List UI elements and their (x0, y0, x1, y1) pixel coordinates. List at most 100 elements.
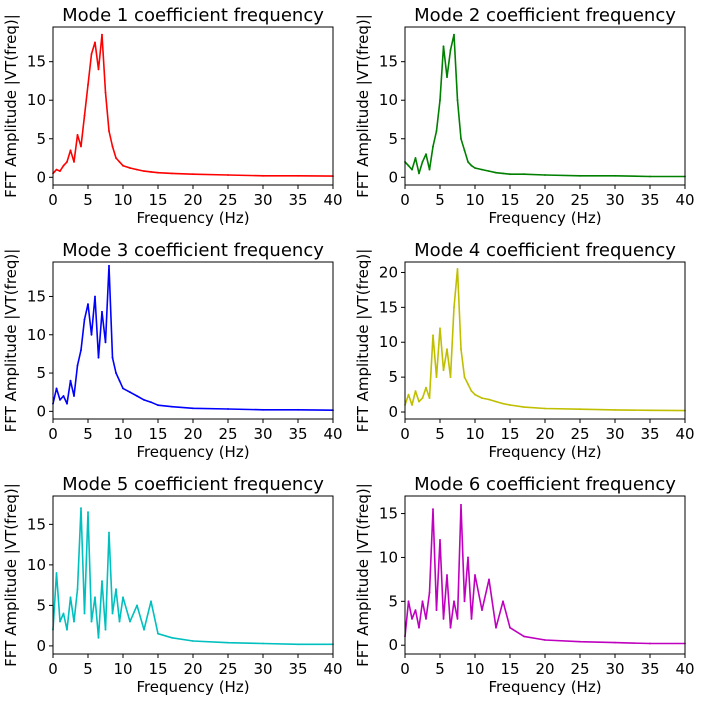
data-point (122, 596, 124, 599)
data-point (90, 53, 93, 55)
x-tick-label: 30 (605, 660, 624, 678)
data-point (502, 172, 504, 175)
data-point (544, 407, 546, 410)
x-tick-label: 40 (323, 425, 342, 443)
data-point (411, 168, 413, 171)
series-line (52, 33, 334, 177)
x-axis-label: Frequency (Hz) (136, 443, 249, 461)
y-tick-label: 15 (27, 53, 46, 71)
data-point (474, 393, 476, 396)
y-axis-label: FFT Amplitude |VT(freq)| (354, 249, 372, 433)
y-axis-label: FFT Amplitude |VT(freq)| (354, 14, 372, 198)
chart-title: Mode 3 coefficient frequency (62, 240, 324, 261)
plot-frame (404, 261, 686, 420)
data-point (509, 404, 511, 406)
data-point (614, 409, 616, 411)
data-point (171, 405, 173, 408)
data-point (76, 588, 79, 591)
data-point (122, 387, 124, 390)
y-tick-label: 0 (36, 637, 46, 655)
data-point (69, 596, 72, 599)
data-point (470, 618, 473, 620)
data-point (481, 609, 483, 611)
x-tick-label: 10 (465, 425, 484, 443)
x-tick-label: 20 (183, 191, 202, 209)
data-point (488, 578, 490, 581)
data-point (115, 157, 117, 159)
data-point (407, 164, 410, 167)
y-tick-label: 0 (388, 168, 398, 186)
x-tick-label: 20 (535, 660, 554, 678)
data-point (456, 99, 459, 102)
chart-title: Mode 5 coefficient frequency (62, 474, 324, 495)
x-tick-label: 5 (435, 191, 445, 209)
data-point (76, 364, 79, 367)
data-point (523, 635, 525, 638)
data-point (262, 174, 264, 177)
x-tick-label: 30 (253, 191, 272, 209)
data-point (143, 399, 145, 401)
series-line (52, 507, 333, 646)
y-tick-label: 5 (388, 368, 398, 386)
data-point (101, 310, 103, 313)
x-tick-label: 35 (288, 191, 307, 209)
data-point (108, 264, 110, 267)
data-point (432, 145, 434, 148)
data-point (262, 408, 264, 411)
y-tick-label: 10 (379, 333, 398, 351)
x-tick-label: 15 (500, 191, 519, 209)
data-point (297, 643, 299, 646)
data-point (59, 399, 61, 401)
data-point (262, 642, 264, 645)
data-point (614, 641, 616, 644)
data-point (425, 618, 427, 620)
x-tick-label: 40 (675, 660, 694, 678)
x-tick-label: 15 (148, 191, 167, 209)
data-point (171, 172, 173, 175)
data-point (442, 45, 445, 48)
x-tick-label: 20 (183, 425, 202, 443)
data-point (80, 145, 82, 148)
x-tick-label: 15 (500, 660, 519, 678)
chart-panel-6: 0 5 10 15 20 25 30 35 40 0 5 10 15 Mode 6 coefficient… (354, 474, 695, 696)
x-tick-label: 5 (83, 660, 93, 678)
data-point (435, 376, 438, 378)
y-tick-label: 5 (36, 130, 46, 148)
data-point (418, 626, 420, 629)
data-point (509, 626, 511, 629)
data-point (414, 390, 417, 392)
x-tick-label: 0 (400, 660, 410, 678)
data-point (453, 306, 455, 309)
x-tick-label: 40 (323, 660, 342, 678)
data-point (446, 348, 448, 351)
data-point (649, 409, 651, 412)
data-point (523, 173, 525, 176)
data-point (90, 620, 93, 623)
x-tick-label: 25 (218, 425, 237, 443)
chart-title: Mode 1 coefficient frequency (62, 5, 324, 26)
data-point (456, 268, 459, 270)
plot-frame (52, 261, 334, 420)
data-point (136, 395, 138, 397)
x-tick-label: 0 (48, 191, 58, 209)
data-point (579, 174, 581, 177)
data-point (495, 400, 497, 403)
data-point (108, 130, 110, 132)
x-tick-label: 25 (570, 660, 589, 678)
data-point (453, 33, 455, 36)
data-point (83, 114, 86, 117)
data-point (432, 508, 434, 511)
chart-title: Mode 2 coefficient frequency (414, 5, 676, 26)
data-point (157, 171, 159, 174)
data-point (111, 356, 114, 359)
data-point (104, 628, 107, 631)
series-line (52, 264, 334, 411)
data-point (97, 356, 100, 359)
data-point (463, 376, 466, 378)
data-point (488, 170, 490, 173)
data-point (192, 640, 194, 642)
x-tick-label: 0 (48, 425, 58, 443)
x-tick-label: 20 (535, 425, 554, 443)
data-point (407, 393, 410, 396)
data-point (118, 161, 121, 163)
